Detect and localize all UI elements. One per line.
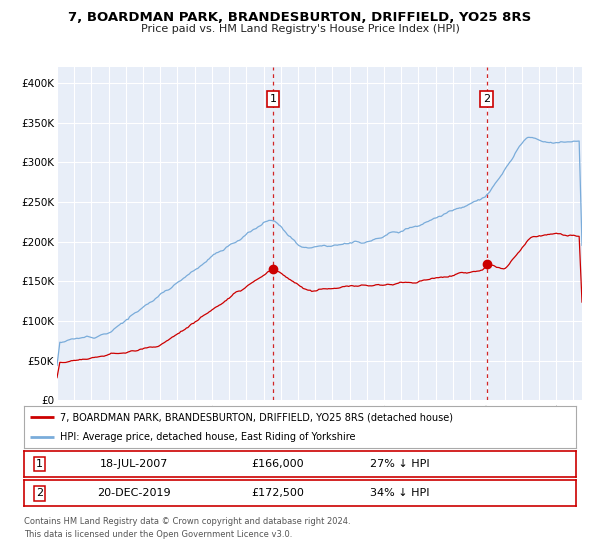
Text: 7, BOARDMAN PARK, BRANDESBURTON, DRIFFIELD, YO25 8RS: 7, BOARDMAN PARK, BRANDESBURTON, DRIFFIE… [68,11,532,24]
Text: £166,000: £166,000 [251,459,304,469]
Text: 20-DEC-2019: 20-DEC-2019 [98,488,171,498]
Text: 27% ↓ HPI: 27% ↓ HPI [370,459,429,469]
Text: 7, BOARDMAN PARK, BRANDESBURTON, DRIFFIELD, YO25 8RS (detached house): 7, BOARDMAN PARK, BRANDESBURTON, DRIFFIE… [60,412,453,422]
Text: 2: 2 [36,488,43,498]
Text: 2: 2 [483,94,490,104]
Text: 1: 1 [269,94,277,104]
Text: Price paid vs. HM Land Registry's House Price Index (HPI): Price paid vs. HM Land Registry's House … [140,24,460,34]
Text: HPI: Average price, detached house, East Riding of Yorkshire: HPI: Average price, detached house, East… [60,432,355,442]
Text: Contains HM Land Registry data © Crown copyright and database right 2024.: Contains HM Land Registry data © Crown c… [24,517,350,526]
Text: 18-JUL-2007: 18-JUL-2007 [100,459,169,469]
Text: 1: 1 [36,459,43,469]
Text: 34% ↓ HPI: 34% ↓ HPI [370,488,429,498]
Text: £172,500: £172,500 [251,488,304,498]
Text: This data is licensed under the Open Government Licence v3.0.: This data is licensed under the Open Gov… [24,530,292,539]
